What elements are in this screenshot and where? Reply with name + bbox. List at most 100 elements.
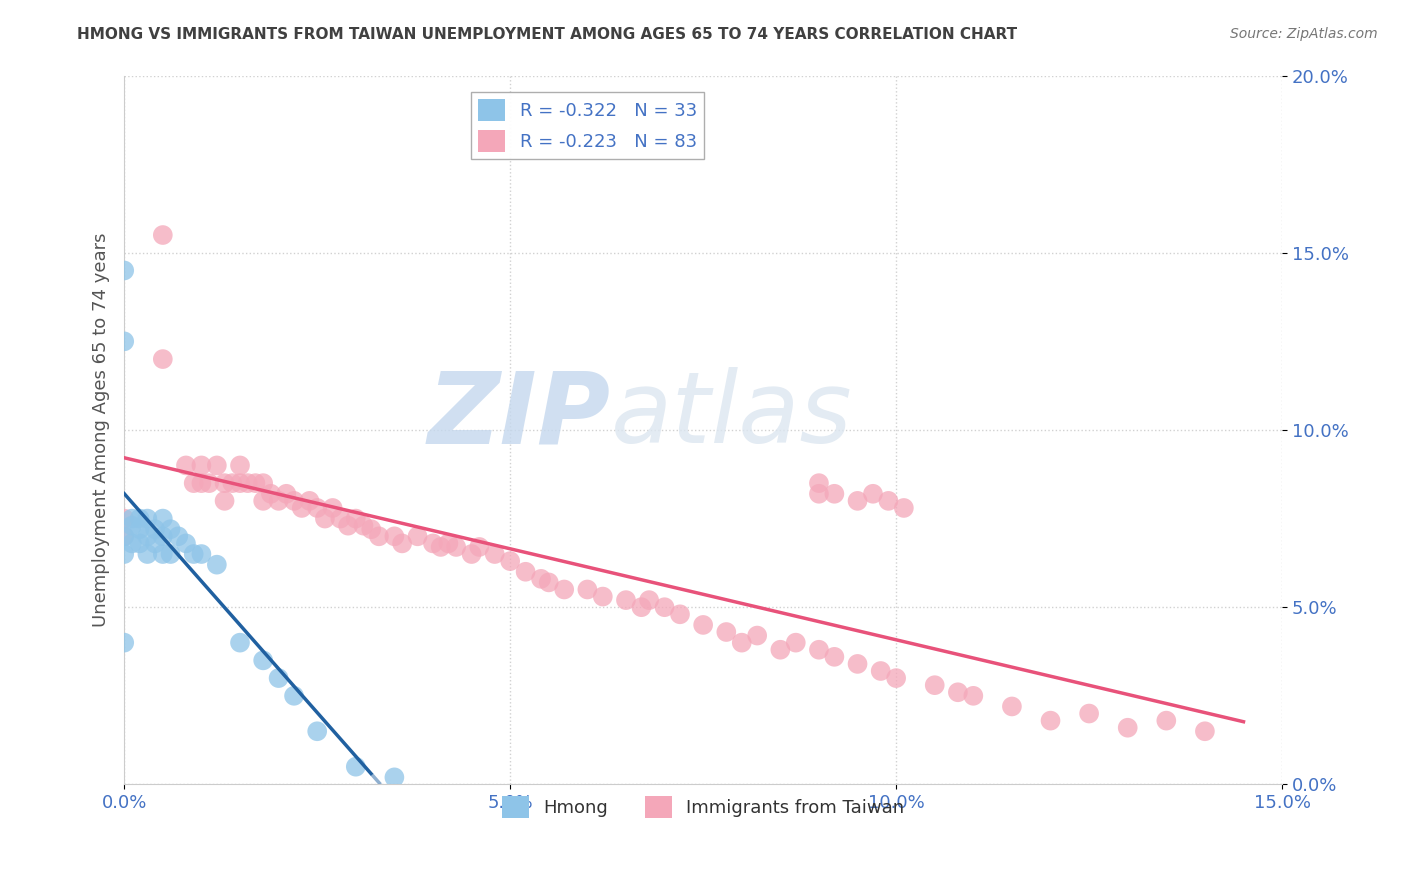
Point: [143, 522, 166, 536]
Point: [391, 536, 413, 550]
Point: [630, 600, 652, 615]
Point: [298, 494, 321, 508]
Point: [360, 522, 382, 536]
Point: [846, 494, 869, 508]
Point: [484, 547, 506, 561]
Point: [260, 487, 283, 501]
Point: [592, 590, 614, 604]
Point: [152, 511, 174, 525]
Point: [614, 593, 637, 607]
Point: [314, 511, 336, 525]
Point: [1039, 714, 1062, 728]
Point: [152, 547, 174, 561]
Point: [807, 487, 830, 501]
Point: [128, 522, 150, 536]
Point: [716, 625, 738, 640]
Point: [236, 476, 259, 491]
Point: [322, 500, 344, 515]
Point: [121, 518, 143, 533]
Point: [406, 529, 429, 543]
Point: [267, 671, 290, 685]
Y-axis label: Unemployment Among Ages 65 to 74 years: Unemployment Among Ages 65 to 74 years: [93, 233, 110, 627]
Point: [747, 629, 769, 643]
Point: [152, 529, 174, 543]
Text: HMONG VS IMMIGRANTS FROM TAIWAN UNEMPLOYMENT AMONG AGES 65 TO 74 YEARS CORRELATI: HMONG VS IMMIGRANTS FROM TAIWAN UNEMPLOY…: [77, 27, 1018, 42]
Point: [112, 529, 135, 543]
Point: [229, 635, 252, 649]
Point: [276, 487, 298, 501]
Point: [121, 511, 143, 525]
Point: [205, 558, 228, 572]
Point: [344, 760, 367, 774]
Point: [252, 476, 274, 491]
Point: [283, 494, 305, 508]
Point: [112, 263, 135, 277]
Point: [198, 476, 221, 491]
Point: [924, 678, 946, 692]
Point: [112, 529, 135, 543]
Point: [128, 536, 150, 550]
Point: [167, 529, 190, 543]
Point: [384, 529, 406, 543]
Point: [136, 547, 159, 561]
Point: [576, 582, 599, 597]
Point: [807, 476, 830, 491]
Point: [252, 494, 274, 508]
Point: [422, 536, 444, 550]
Point: [121, 536, 143, 550]
Point: [152, 352, 174, 367]
Point: [884, 671, 907, 685]
Point: [468, 540, 491, 554]
Point: [654, 600, 676, 615]
Point: [159, 547, 181, 561]
Point: [190, 476, 212, 491]
Text: ZIP: ZIP: [427, 368, 610, 465]
Point: [537, 575, 560, 590]
Point: [112, 635, 135, 649]
Point: [384, 770, 406, 784]
Point: [267, 494, 290, 508]
Point: [307, 500, 329, 515]
Point: [769, 642, 792, 657]
Point: [877, 494, 900, 508]
Point: [530, 572, 553, 586]
Point: [229, 458, 252, 473]
Point: [112, 334, 135, 349]
Point: [214, 476, 236, 491]
Point: [136, 529, 159, 543]
Point: [553, 582, 575, 597]
Point: [846, 657, 869, 671]
Point: [807, 642, 830, 657]
Point: [1156, 714, 1178, 728]
Point: [214, 494, 236, 508]
Point: [190, 458, 212, 473]
Point: [337, 518, 360, 533]
Point: [823, 487, 845, 501]
Point: [307, 724, 329, 739]
Point: [283, 689, 305, 703]
Point: [368, 529, 391, 543]
Point: [183, 476, 205, 491]
Point: [515, 565, 537, 579]
Point: [205, 458, 228, 473]
Point: [190, 547, 212, 561]
Point: [669, 607, 692, 622]
Point: [229, 476, 252, 491]
Point: [329, 511, 352, 525]
Point: [1001, 699, 1024, 714]
Point: [252, 653, 274, 667]
Point: [460, 547, 482, 561]
Point: [112, 547, 135, 561]
Point: [437, 536, 460, 550]
Point: [785, 635, 807, 649]
Point: [962, 689, 984, 703]
Point: [893, 500, 915, 515]
Point: [353, 518, 375, 533]
Point: [1078, 706, 1101, 721]
Point: [143, 536, 166, 550]
Point: [823, 649, 845, 664]
Point: [444, 540, 467, 554]
Point: [692, 618, 714, 632]
Point: [183, 547, 205, 561]
Point: [869, 664, 891, 678]
